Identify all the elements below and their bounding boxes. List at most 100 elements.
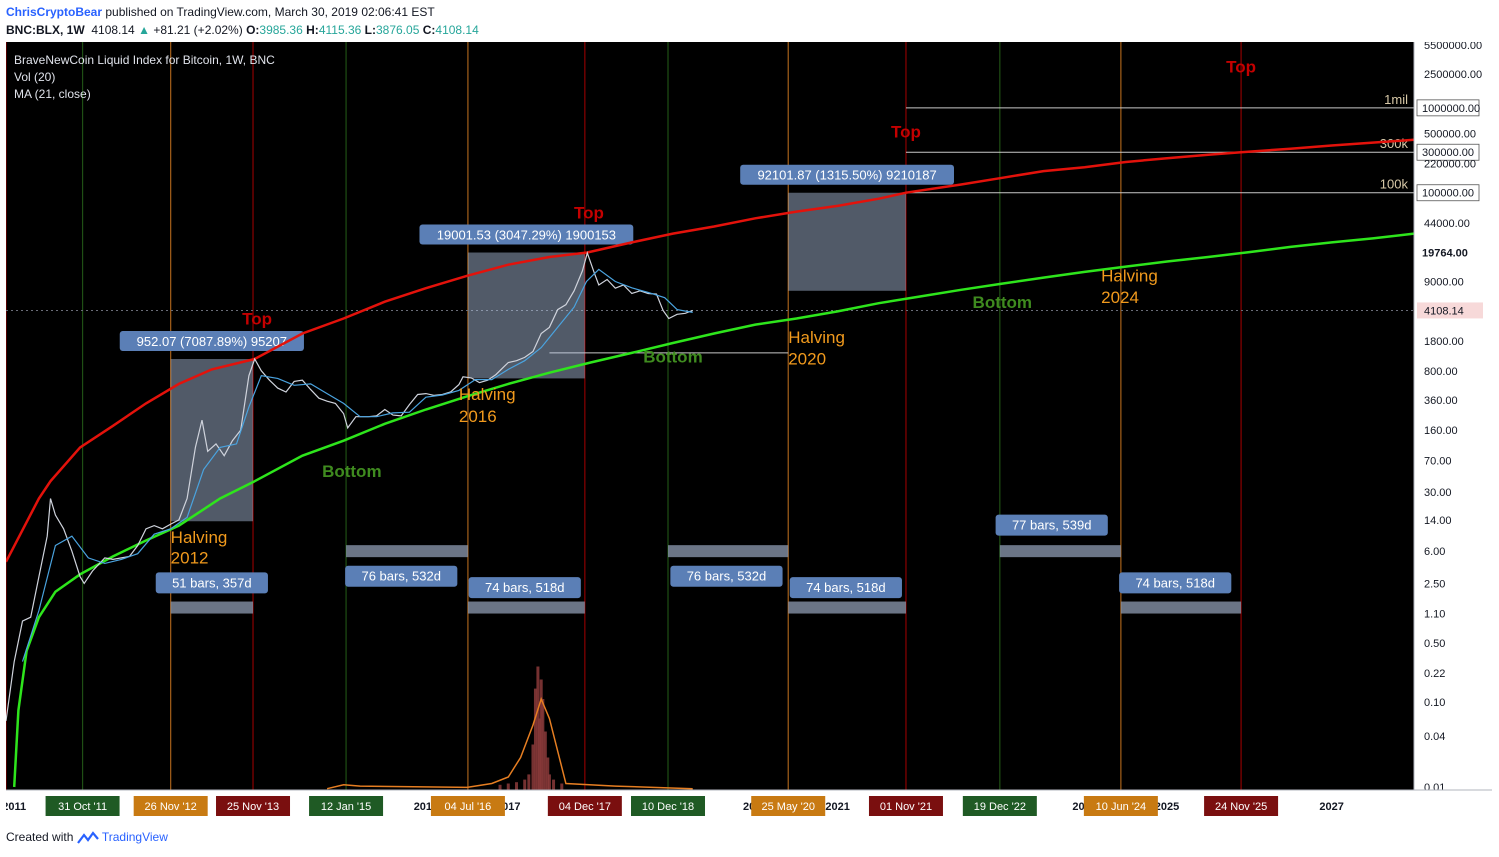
tradingview-brand[interactable]: TradingView bbox=[101, 830, 168, 844]
price-tick-label: 300000.00 bbox=[1422, 147, 1474, 159]
bar-range-box bbox=[346, 545, 468, 558]
date-marker-tag bbox=[216, 796, 291, 816]
date-marker-label: 25 Nov '13 bbox=[227, 801, 279, 813]
date-marker-tag bbox=[309, 796, 384, 816]
legend-title: BraveNewCoin Liquid Index for Bitcoin, 1… bbox=[14, 53, 275, 67]
bar-range-label: 74 bars, 518d bbox=[485, 580, 565, 595]
author-link[interactable]: ChrisCryptoBear bbox=[6, 5, 103, 19]
price-tick-label: 1.10 bbox=[1424, 609, 1445, 621]
annotation-bottom: Bottom bbox=[643, 348, 702, 367]
price-chart[interactable]: 1mil 300k 100k 952.07 (7087.89%) 95207 1900… bbox=[2, 40, 1492, 820]
price-tick-label: 19764.00 bbox=[1422, 248, 1468, 260]
annotation-top: Top bbox=[891, 122, 921, 141]
price-range-label: 952.07 (7087.89%) 95207 bbox=[137, 334, 287, 349]
date-marker-tag bbox=[133, 796, 208, 816]
date-marker-label: 12 Jan '15 bbox=[321, 801, 371, 813]
bar-range-box bbox=[999, 545, 1121, 558]
bar-range-label: 74 bars, 518d bbox=[806, 580, 886, 595]
price-axis: 5500000.00 2500000.00 1000000.00 500000.00 3… bbox=[1413, 40, 1492, 794]
price-line bbox=[5, 250, 693, 721]
level-tag bbox=[1416, 143, 1480, 161]
current-price-tag bbox=[1417, 302, 1483, 319]
time-tick-label: 2011 bbox=[6, 801, 26, 813]
volume-bar bbox=[531, 744, 535, 790]
low-value: 3876.05 bbox=[375, 23, 420, 37]
bar-range-label-box bbox=[1119, 572, 1232, 594]
date-marker-label: 10 Jun '24 bbox=[1096, 801, 1146, 813]
tradingview-logo-icon bbox=[76, 831, 99, 844]
chart-area[interactable]: 1mil 300k 100k 952.07 (7087.89%) 95207 1900… bbox=[2, 40, 1492, 820]
price-series bbox=[5, 250, 693, 721]
date-marker-tag bbox=[45, 796, 120, 816]
price-range-label-box bbox=[119, 331, 304, 352]
annotation-halving: 2020 bbox=[788, 349, 826, 368]
annotation-top: Top bbox=[574, 203, 604, 222]
date-marker-label: 10 Dec '18 bbox=[642, 801, 694, 813]
price-tick-label: 0.10 bbox=[1424, 697, 1445, 709]
close-value: 4108.14 bbox=[435, 23, 479, 37]
volume-bar bbox=[498, 784, 502, 790]
time-axis: 2011201620172020202120242025202731 Oct '… bbox=[2, 789, 1492, 820]
time-tick-label: 2025 bbox=[1155, 801, 1179, 813]
bar-range-box bbox=[668, 545, 789, 558]
publish-line: ChrisCryptoBear published on TradingView… bbox=[6, 5, 435, 19]
date-marker-label: 04 Jul '16 bbox=[445, 801, 492, 813]
level-label: 300k bbox=[1380, 136, 1409, 151]
price-range-label: 19001.53 (3047.29%) 1900153 bbox=[437, 228, 616, 243]
date-marker-tag bbox=[1204, 796, 1279, 816]
volume-bar bbox=[538, 718, 542, 790]
annotation-bottom: Bottom bbox=[322, 462, 381, 481]
date-marker-label: 04 Dec '17 bbox=[559, 801, 611, 813]
annotation-top: Top bbox=[242, 310, 272, 329]
date-marker-label: 25 May '20 bbox=[761, 801, 814, 813]
volume-bar bbox=[515, 782, 519, 790]
bar-range-label-box bbox=[670, 565, 783, 587]
annotation-halving: 2016 bbox=[459, 407, 497, 426]
date-marker-tag bbox=[631, 796, 706, 816]
price-tick-label: 360.00 bbox=[1424, 395, 1458, 407]
ma-line bbox=[21, 268, 693, 662]
date-marker-tag bbox=[962, 796, 1037, 816]
price-tick-label: 1800.00 bbox=[1424, 336, 1464, 348]
volume-bar bbox=[543, 731, 547, 790]
price-range-label: 92101.87 (1315.50%) 9210187 bbox=[757, 168, 936, 183]
regression-curves bbox=[4, 138, 1415, 788]
annotation-halving: Halving bbox=[459, 385, 516, 404]
high-value: 4115.36 bbox=[318, 23, 362, 37]
volume-bar bbox=[552, 779, 556, 790]
date-marker-tag bbox=[1083, 796, 1158, 816]
volume-bar bbox=[539, 679, 543, 790]
bar-ranges: 51 bars, 357d 76 bars, 532d 74 bars, 518d 7… bbox=[155, 514, 1242, 614]
volume-bar bbox=[533, 688, 537, 790]
annotation-halving: Halving bbox=[1101, 267, 1158, 286]
ohlc-line: BNC:BLX, 1W 4108.14 ▲ +81.21 (+2.02%) O:… bbox=[6, 23, 479, 37]
red-top-curve bbox=[4, 138, 1415, 563]
bar-range-box bbox=[788, 601, 906, 614]
bar-range-label: 74 bars, 518d bbox=[1135, 575, 1215, 590]
annotation-halving: Halving bbox=[171, 528, 228, 547]
price-axis-bg bbox=[1414, 42, 1492, 790]
bar-range-label: 76 bars, 532d bbox=[687, 569, 767, 584]
level-tag bbox=[1416, 184, 1480, 202]
annotation-halving: 2012 bbox=[171, 548, 209, 567]
bar-range-label-box bbox=[468, 577, 581, 599]
volume-bar bbox=[541, 699, 545, 790]
volume-ma-line bbox=[326, 696, 693, 790]
price-tick-label: 100000.00 bbox=[1422, 188, 1474, 200]
volume-bar bbox=[547, 774, 551, 790]
price-tick-label: 0.50 bbox=[1424, 638, 1445, 650]
open-label: O: bbox=[246, 23, 260, 37]
bar-range-label: 77 bars, 539d bbox=[1012, 518, 1092, 533]
annotation-top: Top bbox=[1226, 58, 1256, 77]
date-marker-tag bbox=[430, 796, 505, 816]
date-marker-tag bbox=[751, 796, 826, 816]
price-range-box bbox=[170, 359, 254, 522]
price-tick-label: 160.00 bbox=[1424, 425, 1458, 437]
bar-range-box bbox=[1120, 601, 1242, 614]
created-with-label: Created with bbox=[6, 830, 74, 844]
price-tick-label: 0.22 bbox=[1424, 668, 1445, 680]
date-marker-label: 31 Oct '11 bbox=[58, 801, 107, 813]
level-tag bbox=[1416, 99, 1480, 117]
low-label: L: bbox=[364, 23, 376, 37]
up-arrow-icon: ▲ bbox=[138, 23, 150, 37]
